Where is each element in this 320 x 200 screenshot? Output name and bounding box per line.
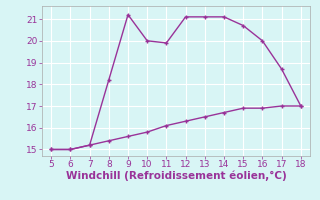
X-axis label: Windchill (Refroidissement éolien,°C): Windchill (Refroidissement éolien,°C) bbox=[66, 171, 286, 181]
